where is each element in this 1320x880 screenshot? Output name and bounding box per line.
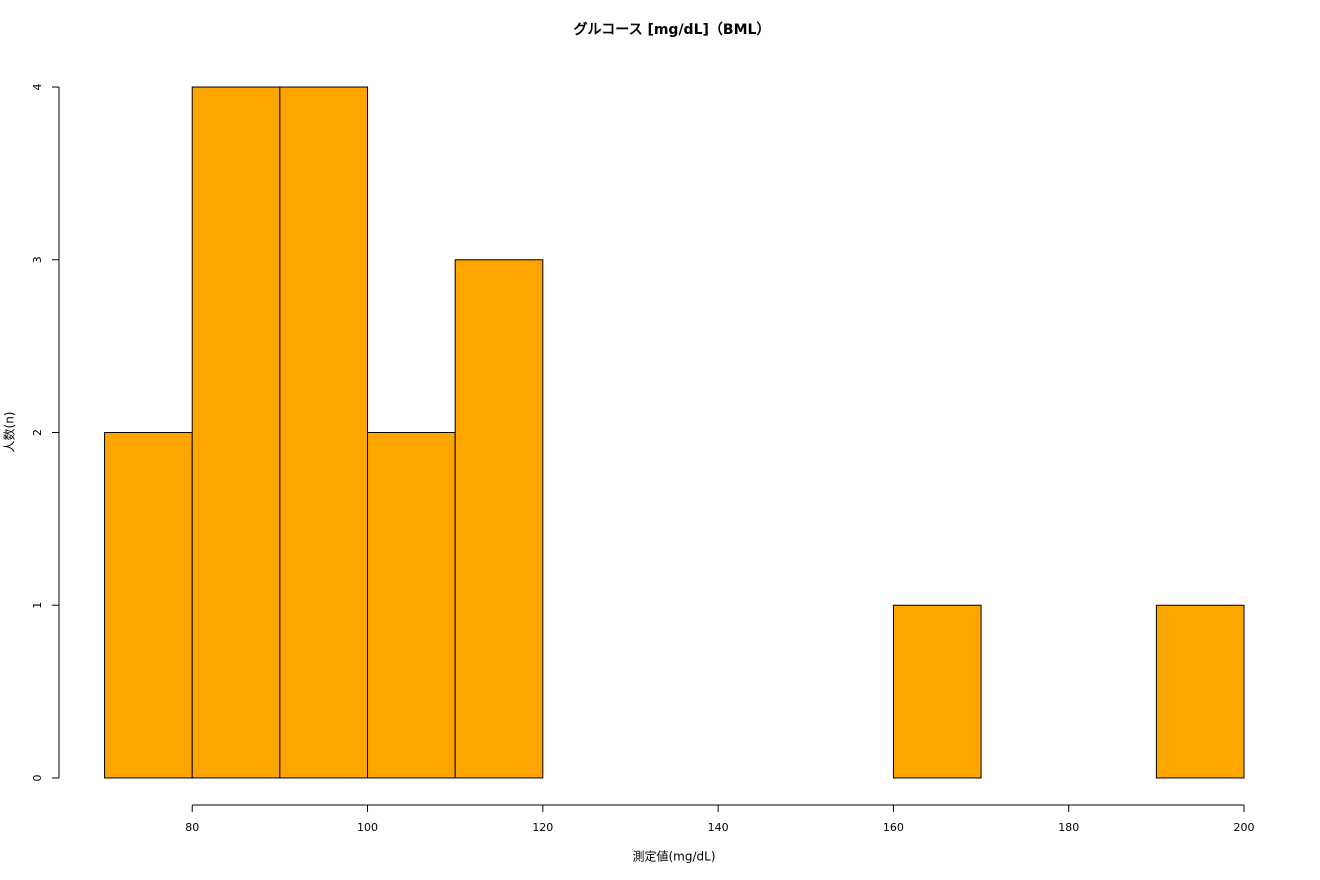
y-tick-label: 4 bbox=[31, 84, 44, 91]
x-tick-label: 200 bbox=[1234, 821, 1255, 834]
bar bbox=[454, 259, 544, 779]
x-tick-label: 120 bbox=[532, 821, 553, 834]
bar bbox=[892, 604, 982, 779]
bar bbox=[367, 432, 456, 779]
bar bbox=[104, 432, 193, 779]
y-tick-label: 3 bbox=[31, 256, 44, 263]
x-tick-label: 100 bbox=[357, 821, 378, 834]
x-tick-label: 180 bbox=[1058, 821, 1079, 834]
y-tick-label: 2 bbox=[31, 429, 44, 436]
y-axis-label: 人数(n) bbox=[2, 412, 17, 453]
x-tick-label: 160 bbox=[883, 821, 904, 834]
bar bbox=[191, 86, 281, 779]
bar bbox=[279, 86, 369, 779]
x-tick-label: 140 bbox=[708, 821, 729, 834]
chart-title: グルコース [mg/dL]（BML） bbox=[574, 21, 771, 38]
bar bbox=[1155, 604, 1245, 779]
y-tick-label: 1 bbox=[31, 602, 44, 609]
x-tick-label: 80 bbox=[185, 821, 199, 834]
x-axis-label: 測定値(mg/dL) bbox=[632, 849, 715, 864]
y-tick-label: 0 bbox=[31, 774, 44, 781]
